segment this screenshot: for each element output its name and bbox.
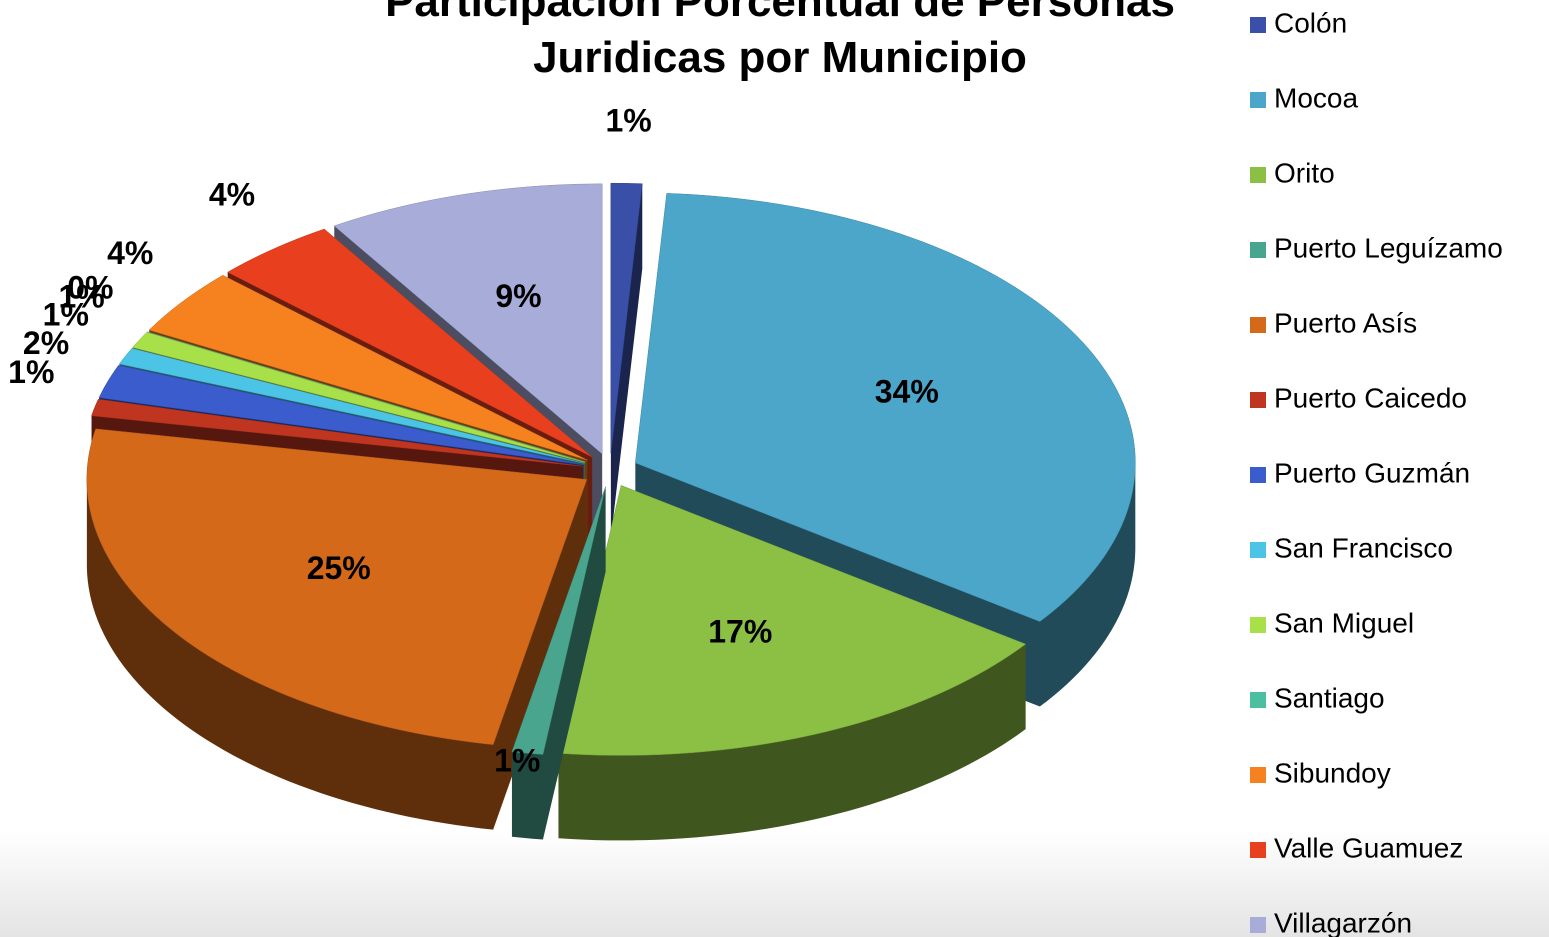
legend-label: Santiago: [1274, 682, 1385, 713]
legend-swatch: [1250, 767, 1266, 783]
data-label: 1%: [494, 742, 540, 778]
legend-swatch: [1250, 17, 1266, 33]
slice: [132, 332, 586, 463]
legend-label: Puerto Caicedo: [1274, 382, 1467, 413]
legend-swatch: [1250, 242, 1266, 258]
data-label: 1%: [43, 297, 89, 333]
legend-swatch: [1250, 842, 1266, 858]
slice: [635, 193, 1136, 622]
legend-swatch: [1250, 617, 1266, 633]
slice: [91, 398, 583, 467]
slice: [610, 182, 643, 454]
legend-label: Colón: [1274, 7, 1347, 38]
slice: [227, 228, 593, 458]
slice: [118, 348, 585, 464]
slice: [86, 428, 588, 745]
chart-title: Participación Porcentual de Personas Jur…: [385, 0, 1175, 82]
legend-label: Puerto Guzmán: [1274, 457, 1470, 488]
legend-swatch: [1250, 92, 1266, 108]
data-label: 25%: [307, 550, 371, 586]
data-label: 4%: [107, 235, 153, 271]
legend-swatch: [1250, 167, 1266, 183]
legend-label: Orito: [1274, 157, 1335, 188]
data-label: 1%: [606, 103, 652, 139]
legend-swatch: [1250, 542, 1266, 558]
legend-swatch: [1250, 392, 1266, 408]
legend-label: Villagarzón: [1274, 907, 1412, 937]
legend-label: Puerto Leguízamo: [1274, 232, 1503, 263]
data-label: 17%: [708, 614, 772, 650]
legend-swatch: [1250, 467, 1266, 483]
slice: [148, 275, 588, 461]
legend-label: Valle Guamuez: [1274, 832, 1463, 863]
data-label: 9%: [495, 278, 541, 314]
legend-label: San Miguel: [1274, 607, 1414, 638]
legend-label: Sibundoy: [1274, 757, 1391, 788]
legend-swatch: [1250, 692, 1266, 708]
data-label: 1%: [8, 354, 54, 390]
floor: [0, 830, 1549, 937]
legend-label: San Francisco: [1274, 532, 1453, 563]
data-label: 2%: [23, 325, 69, 361]
legend-label: Mocoa: [1274, 82, 1358, 113]
legend-label: Puerto Asís: [1274, 307, 1417, 338]
data-label: 34%: [875, 373, 939, 409]
legend-swatch: [1250, 317, 1266, 333]
data-label: 0%: [67, 269, 113, 305]
slice: [511, 486, 606, 755]
data-label: 4%: [209, 176, 255, 212]
slice: [333, 183, 603, 455]
slice: [98, 365, 584, 466]
data-label: 1%: [59, 278, 105, 314]
slice: [558, 485, 1027, 756]
legend-swatch: [1250, 917, 1266, 933]
